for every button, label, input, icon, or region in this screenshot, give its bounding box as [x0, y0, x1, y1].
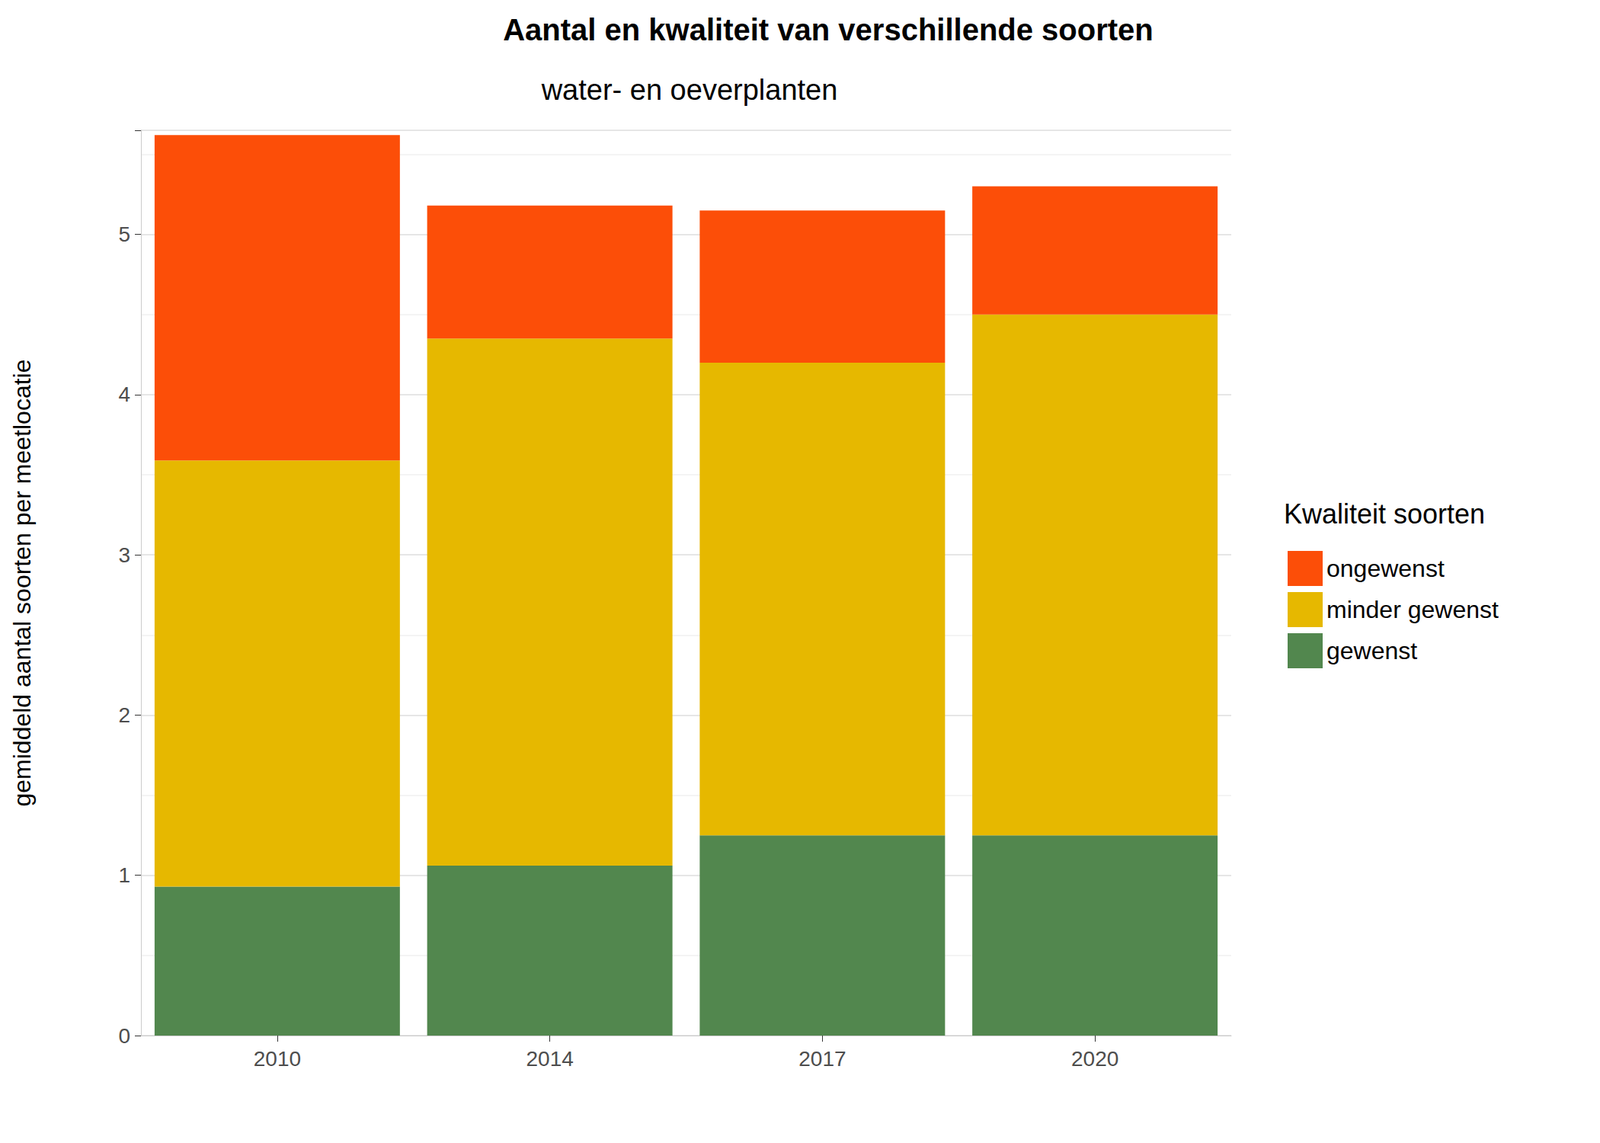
svg-text:2014: 2014	[525, 1046, 573, 1071]
svg-text:2010: 2010	[253, 1046, 301, 1071]
svg-text:5: 5	[118, 222, 131, 247]
svg-text:minder gewenst: minder gewenst	[1326, 595, 1499, 624]
svg-text:water- en oeverplanten: water- en oeverplanten	[540, 73, 839, 106]
svg-text:2017: 2017	[798, 1046, 846, 1071]
svg-text:gewenst: gewenst	[1326, 636, 1418, 665]
svg-text:Aantal en kwaliteit van versch: Aantal en kwaliteit van verschillende so…	[502, 12, 1154, 47]
svg-text:4: 4	[118, 382, 131, 407]
svg-text:2: 2	[118, 703, 131, 727]
svg-text:1: 1	[118, 863, 131, 887]
svg-text:3: 3	[118, 543, 131, 567]
svg-text:0: 0	[118, 1024, 131, 1048]
svg-text:ongewenst: ongewenst	[1326, 554, 1445, 583]
svg-text:2020: 2020	[1071, 1046, 1119, 1071]
svg-text:gemiddeld aantal soorten per m: gemiddeld aantal soorten per meetlocatie	[8, 358, 36, 807]
svg-text:Kwaliteit soorten: Kwaliteit soorten	[1283, 498, 1485, 530]
